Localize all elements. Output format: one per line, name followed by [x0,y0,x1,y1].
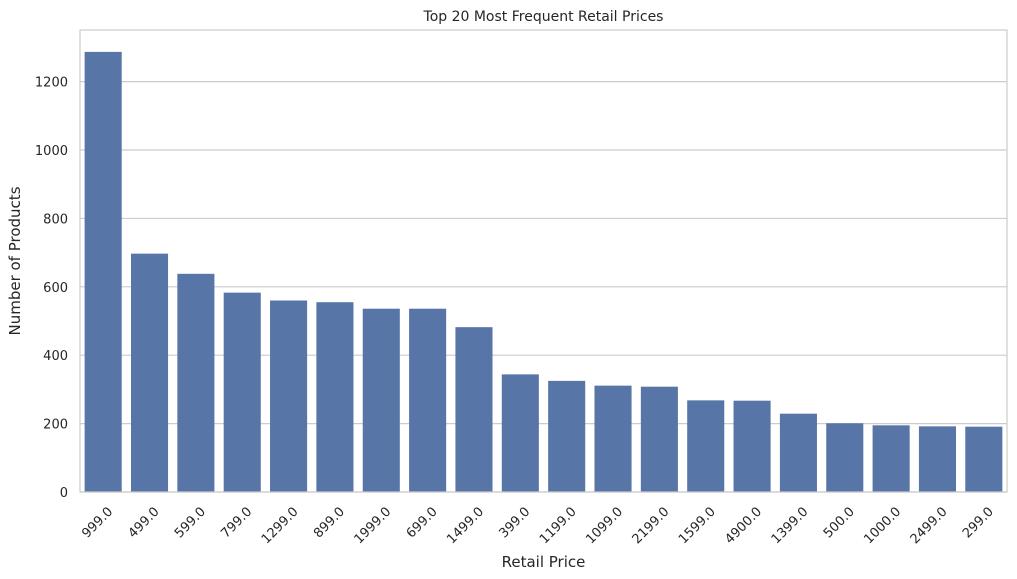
bar-1399.0 [779,413,817,492]
x-tick-label: 1199.0 [537,504,580,547]
x-tick-label: 2499.0 [908,504,951,547]
bar-899.0 [316,302,354,492]
x-tick-label: 500.0 [821,504,858,541]
bar-2199.0 [640,386,678,492]
y-tick-label: 1200 [35,76,68,91]
x-tick-label: 299.0 [960,504,997,541]
plot-frame [79,29,1008,493]
bar-4900.0 [733,400,771,492]
bar-1099.0 [594,385,632,492]
y-tick-label: 600 [43,281,68,296]
bar-2499.0 [918,426,957,492]
bar-1000.0 [872,425,910,492]
x-axis-label: Retail Price [502,553,586,571]
x-tick-label: 499.0 [126,504,163,541]
bar-1199.0 [548,380,586,492]
y-tick-labels: 0 200 400 600 800 1000 1200 [35,76,68,501]
y-tick-label: 0 [60,486,68,501]
bar-500.0 [826,423,864,492]
bar-499.0 [130,253,169,492]
x-tick-label: 599.0 [172,504,209,541]
bar-999.0 [84,51,122,492]
x-tick-label: 699.0 [404,504,441,541]
chart-title: Top 20 Most Frequent Retail Prices [423,9,664,25]
y-tick-label: 1000 [35,144,68,159]
bar-1599.0 [687,400,725,492]
bar-1999.0 [362,308,400,492]
x-tick-label: 1399.0 [769,504,812,547]
x-tick-label: 2199.0 [630,504,673,547]
x-tick-label: 1099.0 [583,504,626,547]
bar-1499.0 [455,327,493,492]
y-tick-label: 400 [43,349,68,364]
gridlines [80,81,1007,493]
bar-699.0 [409,308,447,492]
y-axis-label: Number of Products [6,186,24,335]
bar-599.0 [177,273,215,492]
bars [84,51,1003,492]
x-tick-labels: 999.0 499.0 599.0 799.0 1299.0 899.0 1999.0 699… [79,504,997,547]
x-tick-label: 1299.0 [259,504,302,547]
y-tick-label: 200 [43,418,68,433]
x-tick-label: 799.0 [218,504,255,541]
bar-299.0 [965,426,1003,492]
bar-399.0 [501,374,539,492]
x-tick-label: 4900.0 [722,504,765,547]
x-tick-label: 899.0 [311,504,348,541]
x-tick-label: 1499.0 [444,504,487,547]
x-tick-label: 399.0 [496,504,533,541]
bar-1299.0 [270,300,308,492]
x-tick-label: 1599.0 [676,504,719,547]
bar-799.0 [223,292,261,492]
x-tick-label: 999.0 [79,504,116,541]
y-tick-label: 800 [43,212,68,227]
x-tick-label: 1999.0 [352,504,395,547]
x-tick-label: 1000.0 [861,504,904,547]
